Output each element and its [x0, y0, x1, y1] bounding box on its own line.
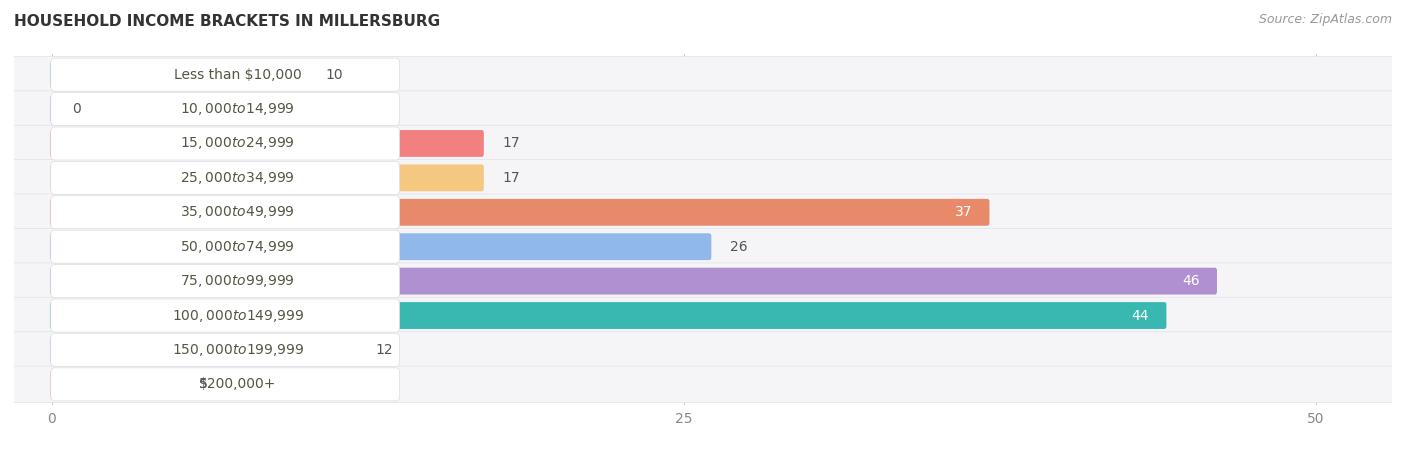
- FancyBboxPatch shape: [51, 233, 711, 260]
- Text: 0: 0: [72, 102, 82, 116]
- Text: 12: 12: [375, 343, 394, 357]
- FancyBboxPatch shape: [11, 297, 1395, 334]
- FancyBboxPatch shape: [51, 164, 484, 191]
- Text: $150,000 to $199,999: $150,000 to $199,999: [172, 342, 304, 358]
- Text: $15,000 to $24,999: $15,000 to $24,999: [180, 135, 295, 152]
- FancyBboxPatch shape: [51, 127, 399, 160]
- FancyBboxPatch shape: [51, 302, 1167, 329]
- FancyBboxPatch shape: [11, 229, 1395, 265]
- FancyBboxPatch shape: [11, 160, 1395, 196]
- Text: $25,000 to $34,999: $25,000 to $34,999: [180, 170, 295, 186]
- Text: 44: 44: [1132, 309, 1149, 323]
- Text: $35,000 to $49,999: $35,000 to $49,999: [180, 204, 295, 220]
- Text: 37: 37: [955, 205, 973, 219]
- Text: Source: ZipAtlas.com: Source: ZipAtlas.com: [1258, 14, 1392, 27]
- FancyBboxPatch shape: [51, 96, 62, 122]
- FancyBboxPatch shape: [51, 61, 307, 88]
- FancyBboxPatch shape: [11, 366, 1395, 403]
- Text: 5: 5: [198, 378, 207, 392]
- FancyBboxPatch shape: [51, 299, 399, 332]
- Text: $10,000 to $14,999: $10,000 to $14,999: [180, 101, 295, 117]
- FancyBboxPatch shape: [51, 130, 484, 157]
- Text: 17: 17: [502, 136, 520, 150]
- FancyBboxPatch shape: [51, 368, 399, 401]
- FancyBboxPatch shape: [51, 333, 399, 366]
- FancyBboxPatch shape: [11, 332, 1395, 368]
- Text: $100,000 to $149,999: $100,000 to $149,999: [172, 307, 304, 324]
- FancyBboxPatch shape: [51, 268, 1218, 295]
- Text: Less than $10,000: Less than $10,000: [174, 68, 302, 81]
- FancyBboxPatch shape: [11, 194, 1395, 230]
- Text: HOUSEHOLD INCOME BRACKETS IN MILLERSBURG: HOUSEHOLD INCOME BRACKETS IN MILLERSBURG: [14, 14, 440, 28]
- FancyBboxPatch shape: [51, 58, 399, 91]
- Text: 46: 46: [1182, 274, 1199, 288]
- Text: $200,000+: $200,000+: [200, 378, 277, 392]
- FancyBboxPatch shape: [51, 162, 399, 194]
- FancyBboxPatch shape: [51, 199, 990, 226]
- Text: $75,000 to $99,999: $75,000 to $99,999: [180, 273, 295, 289]
- FancyBboxPatch shape: [11, 125, 1395, 162]
- FancyBboxPatch shape: [11, 91, 1395, 127]
- FancyBboxPatch shape: [51, 93, 399, 126]
- Text: $50,000 to $74,999: $50,000 to $74,999: [180, 238, 295, 255]
- Text: 17: 17: [502, 171, 520, 185]
- Text: 26: 26: [730, 240, 747, 254]
- FancyBboxPatch shape: [51, 265, 399, 297]
- FancyBboxPatch shape: [11, 56, 1395, 93]
- FancyBboxPatch shape: [51, 337, 357, 363]
- FancyBboxPatch shape: [11, 263, 1395, 299]
- Text: 10: 10: [325, 68, 343, 81]
- FancyBboxPatch shape: [51, 371, 180, 398]
- FancyBboxPatch shape: [51, 230, 399, 263]
- FancyBboxPatch shape: [51, 196, 399, 229]
